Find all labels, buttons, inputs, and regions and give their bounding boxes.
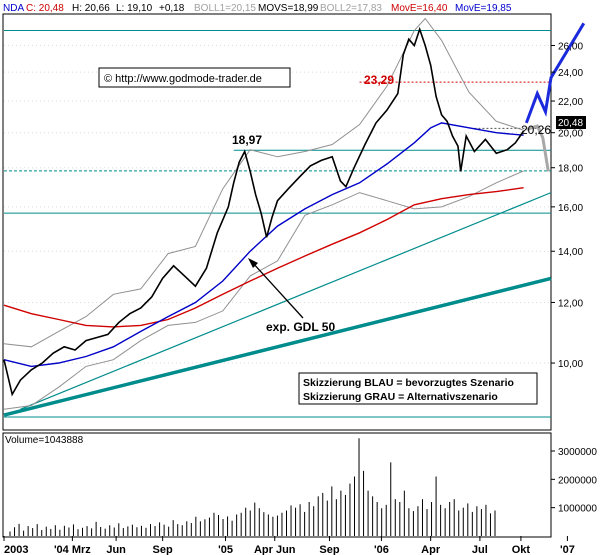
y-tick-label: 22,00 [558,97,583,108]
x-tick-label: '04 Mrz [54,544,91,555]
volume-label: Volume=1043888 [5,435,84,446]
copyright-text: © http://www.godmode-trader.de [104,73,262,85]
x-tick-label: Apr [421,544,441,555]
x-axis: 2003 '04 Mrz Jun Sep '05 Apr Jun Sep '06 Apr Jul O… [3,536,575,555]
header-boll2: BOLL2=17,83 [320,3,382,14]
trendlines-layer [3,192,552,417]
gdl-arrow-head [248,258,258,268]
price-panel-frame [2,13,552,431]
volume-axis-label: 2000000 [558,475,597,486]
legend-blue: Skizzierung BLAU = bevorzugtes Szenario [303,377,514,389]
volume-layer: 3000000 2000000 1000000 [9,438,597,536]
header-change: +0,18 [159,3,185,14]
volume-axis-label: 1000000 [558,504,597,515]
legend-grey: Skizzierung GRAU = Alternativszenario [303,391,498,403]
header-move2: MovE=19,85 [455,3,512,14]
scenario-layer [524,22,586,172]
y-tick-label: 26,00 [558,42,583,53]
y-tick-label: 18,00 [558,164,583,175]
y-tick-label: 20,00 [558,129,583,140]
price-tag-label: 20,48 [558,118,583,129]
x-tick-label: '06 [374,544,389,555]
x-tick-label: '05 [218,544,233,555]
bollinger-upper-line [3,17,524,348]
y-tick-label: 24,00 [558,68,583,79]
gdl-label: exp. GDL 50 [266,320,335,334]
header-symbol: NDA [3,3,24,14]
x-tick-label: Jun [106,544,126,555]
gdl-arrow-line [251,261,304,319]
y-tick-label: 10,00 [558,359,583,370]
y-tick-label: 14,00 [558,247,583,258]
scenario-grey-path [525,124,550,172]
moving-average-blue-line [3,122,524,368]
grid-layer [4,45,551,364]
price-line [3,26,525,397]
horizontal-lines-layer [4,30,551,418]
x-tick-label: Okt [512,544,531,555]
bollinger-lower-line [3,170,524,410]
price-tag-box [556,116,586,129]
peak-label: 23,29 [364,73,394,87]
x-tick-label: Sep [153,544,173,555]
y-axis: 10,00 12,00 14,00 16,00 18,00 20,00 22,00 24,00… [551,42,583,370]
level-label: 20,26 [521,123,551,137]
x-tick-label: Jul [472,544,488,555]
header-movs: MOVS=18,99 [258,3,319,14]
trendline-thin [20,192,552,410]
header-boll1: BOLL1=20,15 [194,3,256,14]
trendline-thick [3,276,552,417]
high-label: 18,97 [232,133,262,147]
price-layer [3,26,525,397]
scenario-blue-path [524,22,586,124]
y-tick-label: 12,00 [558,298,583,309]
x-tick-label: Sep [319,544,339,555]
x-tick-label: 2003 [4,544,28,555]
header-low: L: 19,10 [116,3,153,14]
y-tick-label: 16,00 [558,203,583,214]
header-close: C: 20,48 [26,3,64,14]
volume-axis-label: 3000000 [558,447,597,458]
x-tick-label: Apr Jun [254,544,296,555]
volume-panel-frame [2,432,552,538]
copyright-box [98,67,291,88]
scenario-legend-box [298,372,538,405]
x-tick-label: '07 [560,544,575,555]
header-move1: MovE=16,40 [391,3,448,14]
header-high: H: 20,66 [72,3,110,14]
